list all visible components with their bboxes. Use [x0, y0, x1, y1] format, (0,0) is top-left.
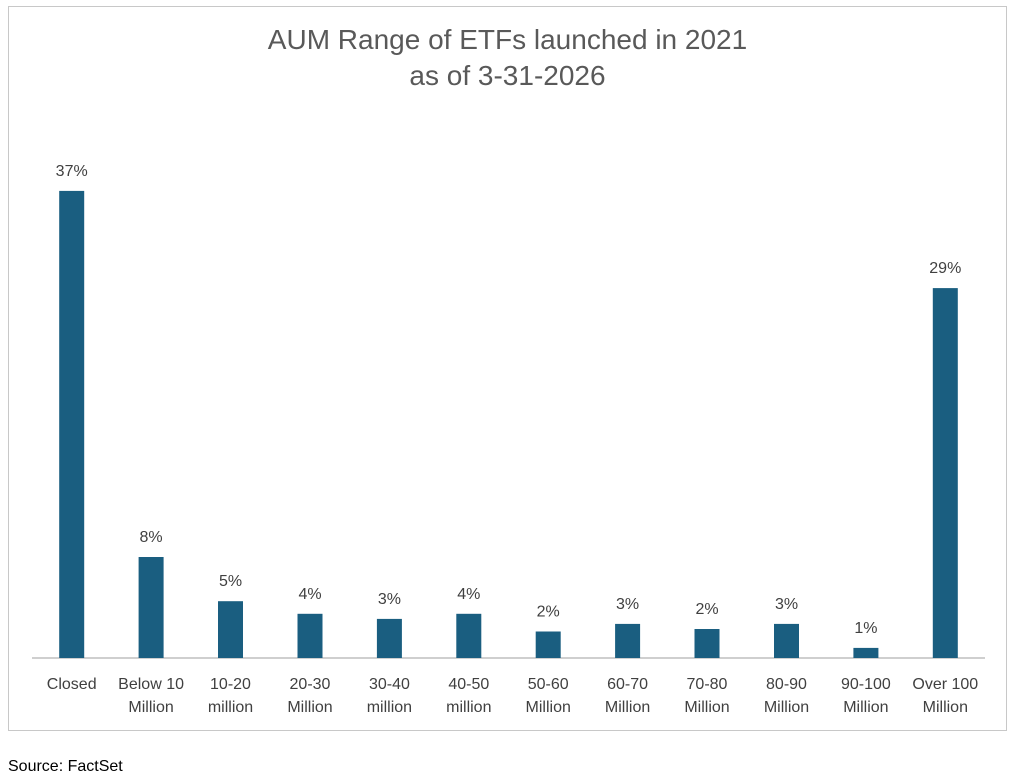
- x-tick-label-7: 60-70 Million: [605, 676, 650, 716]
- x-tick-label-6: 50-60 Million: [526, 676, 571, 716]
- bar-10: [853, 647, 879, 658]
- data-label-1: 8%: [140, 529, 163, 546]
- bar-4: [376, 618, 402, 658]
- chart-title: AUM Range of ETFs launched in 2021 as of…: [0, 22, 1015, 94]
- bar-3: [297, 613, 323, 658]
- bar-2: [218, 601, 243, 658]
- bar-0: [59, 190, 85, 658]
- x-tick-label-9: 80-90 Million: [764, 676, 809, 716]
- x-tick-label-11: Over 100 Million: [912, 676, 978, 716]
- bar-9: [774, 623, 799, 658]
- data-label-7: 3%: [616, 596, 639, 613]
- data-label-11: 29%: [929, 260, 961, 277]
- x-tick-label-0: Closed: [47, 676, 97, 693]
- data-label-2: 5%: [219, 573, 242, 590]
- chart-title-line-1: AUM Range of ETFs launched in 2021: [267, 24, 748, 55]
- x-tick-label-1: Below 10 Million: [118, 676, 184, 716]
- source-note: Source: FactSet: [8, 758, 123, 775]
- x-tick-label-10: 90-100 Million: [841, 676, 891, 716]
- bar-6: [535, 631, 561, 658]
- x-tick-label-3: 20-30 Million: [287, 676, 332, 716]
- chart-title-line-2: as of 3-31-2026: [409, 60, 606, 91]
- bar-7: [615, 623, 641, 658]
- bar-8: [694, 629, 720, 658]
- bar-5: [456, 613, 482, 658]
- data-label-10: 1%: [854, 620, 877, 637]
- bar-11: [932, 288, 958, 658]
- x-tick-label-4: 30-40 million: [367, 676, 412, 716]
- data-label-8: 2%: [695, 601, 718, 618]
- x-tick-label-5: 40-50 million: [446, 676, 491, 716]
- data-label-4: 3%: [378, 591, 401, 608]
- data-label-9: 3%: [775, 596, 798, 613]
- bar-1: [138, 557, 164, 658]
- data-label-3: 4%: [298, 586, 321, 603]
- x-tick-label-8: 70-80 Million: [684, 676, 729, 716]
- data-label-0: 37%: [56, 163, 88, 180]
- data-label-6: 2%: [537, 604, 560, 621]
- data-label-5: 4%: [457, 586, 480, 603]
- chart-frame: [8, 6, 1007, 731]
- x-tick-label-2: 10-20 million: [208, 676, 253, 716]
